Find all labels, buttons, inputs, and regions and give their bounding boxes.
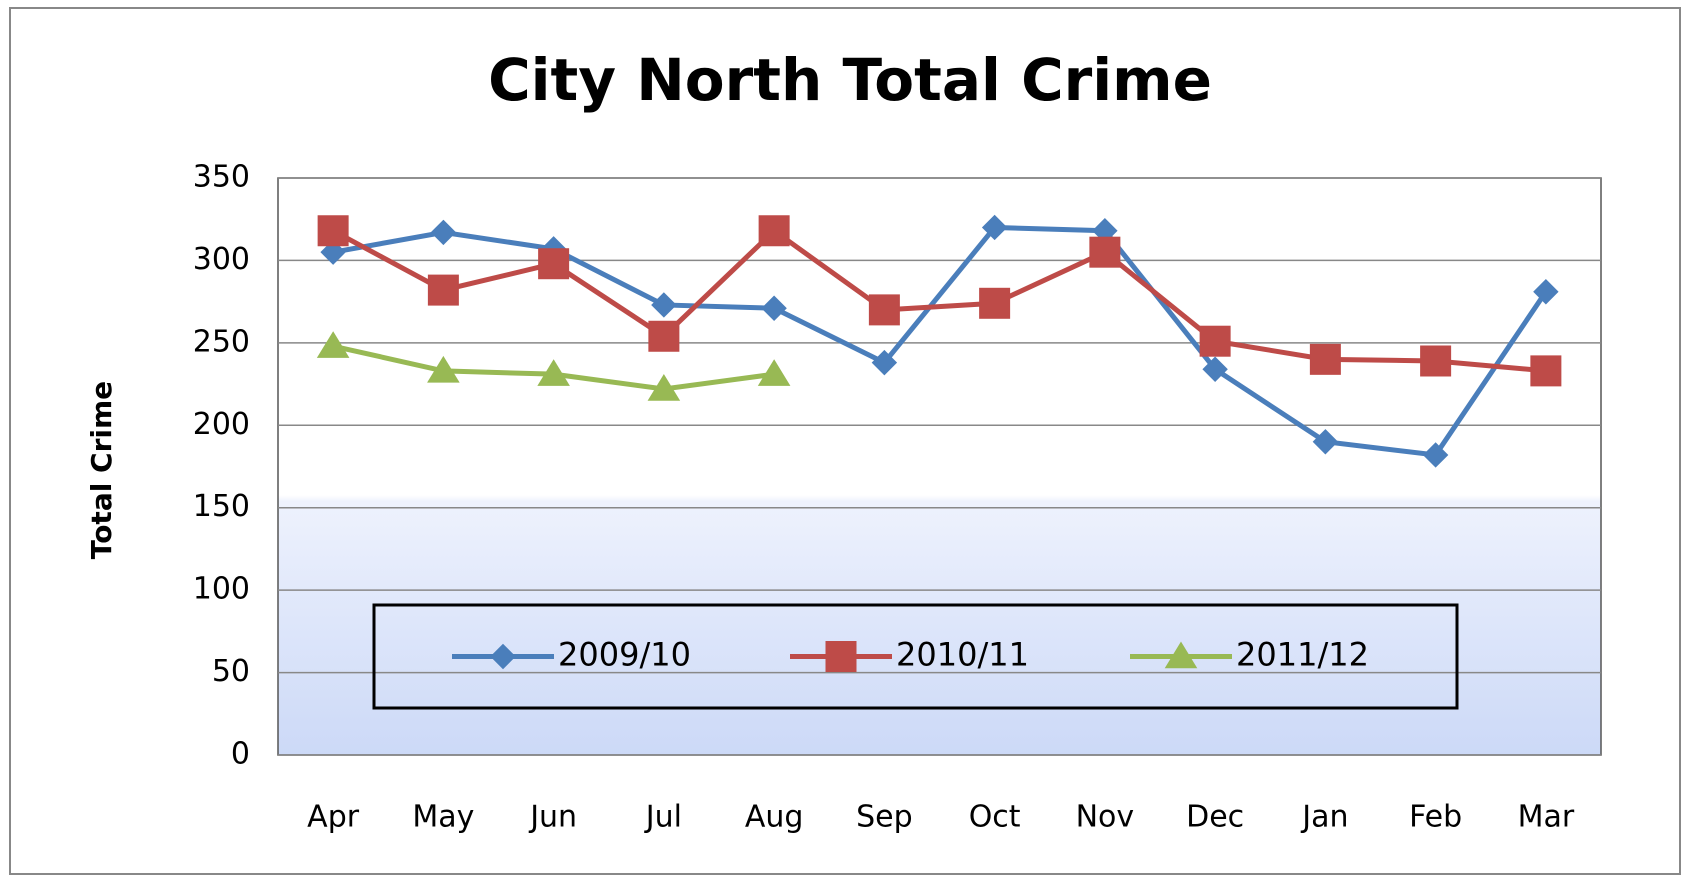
series-line bbox=[331, 227, 1547, 374]
x-tick-label: Sep bbox=[856, 800, 913, 835]
data-point bbox=[317, 215, 349, 247]
x-tick-label: Mar bbox=[1518, 800, 1575, 835]
legend-box bbox=[372, 603, 1459, 710]
data-point bbox=[979, 287, 1011, 319]
y-tick-label: 250 bbox=[193, 324, 250, 359]
y-tick-label: 150 bbox=[193, 489, 250, 524]
series-line bbox=[332, 224, 1548, 458]
legend-label: 2010/11 bbox=[896, 636, 1029, 674]
y-tick-label: 300 bbox=[193, 242, 250, 277]
x-tick-label: Apr bbox=[307, 800, 360, 835]
legend-marker bbox=[825, 641, 857, 672]
x-tick-label: Jan bbox=[1300, 800, 1348, 835]
data-point bbox=[1422, 442, 1449, 468]
data-point bbox=[761, 295, 787, 321]
legend-label: 2009/10 bbox=[558, 636, 691, 674]
data-point bbox=[651, 292, 677, 318]
x-tick-label: Jun bbox=[528, 800, 577, 835]
data-point bbox=[1089, 236, 1121, 268]
chart-title: City North Total Crime bbox=[488, 46, 1212, 114]
y-tick-label: 100 bbox=[193, 572, 250, 607]
legend-label: 2011/12 bbox=[1236, 636, 1369, 674]
y-tick-label: 200 bbox=[193, 407, 250, 442]
data-point bbox=[316, 331, 350, 358]
y-axis-label: Total Crime bbox=[85, 381, 118, 559]
x-tick-label: May bbox=[412, 800, 474, 835]
data-point bbox=[1309, 343, 1341, 375]
legend-marker bbox=[1164, 641, 1198, 669]
x-tick-label: Feb bbox=[1409, 800, 1462, 835]
data-point bbox=[647, 374, 681, 401]
y-tick-label: 350 bbox=[193, 160, 250, 195]
data-point bbox=[758, 215, 790, 247]
data-point bbox=[427, 274, 459, 306]
data-point bbox=[1199, 325, 1231, 357]
data-point bbox=[430, 219, 457, 246]
data-point bbox=[538, 248, 570, 280]
data-point bbox=[868, 294, 900, 326]
y-tick-label: 0 bbox=[231, 737, 250, 772]
x-tick-label: Oct bbox=[969, 800, 1021, 835]
x-tick-label: Aug bbox=[745, 800, 804, 835]
legend-marker bbox=[490, 643, 516, 670]
data-point bbox=[1312, 429, 1339, 455]
data-point bbox=[871, 349, 898, 376]
data-point bbox=[537, 359, 570, 386]
y-tick-label: 50 bbox=[212, 654, 250, 689]
data-point bbox=[1530, 355, 1562, 387]
x-tick-label: Nov bbox=[1076, 800, 1135, 835]
data-point bbox=[757, 359, 791, 386]
data-point bbox=[1533, 279, 1559, 305]
data-point bbox=[1202, 356, 1228, 382]
data-point bbox=[1420, 345, 1452, 377]
x-tick-label: Dec bbox=[1186, 800, 1244, 835]
data-point bbox=[981, 214, 1008, 241]
data-point bbox=[427, 355, 460, 383]
x-tick-label: Jul bbox=[644, 800, 682, 835]
data-point bbox=[648, 320, 680, 352]
